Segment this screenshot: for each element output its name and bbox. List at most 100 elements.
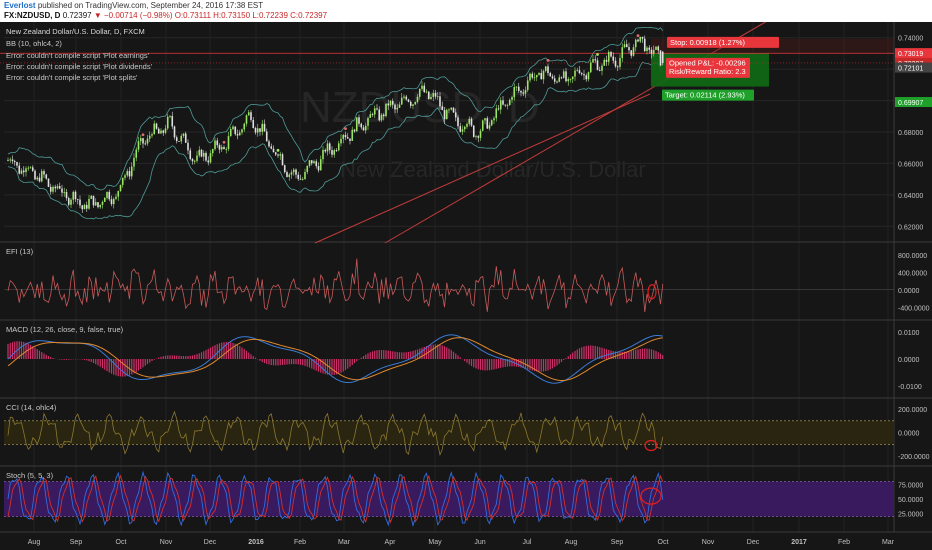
stoch-tick: 75.0000: [898, 483, 923, 490]
candle-body: [587, 72, 590, 80]
candle-body: [484, 118, 486, 121]
candle-body: [403, 96, 405, 98]
candle-body: [79, 199, 81, 206]
candle-body: [223, 147, 225, 150]
candle-body: [70, 199, 72, 205]
symbol-label: FX:NZDUSD, D: [4, 11, 61, 20]
candle-body: [115, 196, 117, 199]
candle-body: [598, 69, 601, 71]
candle-body: [504, 104, 507, 106]
candle-body: [340, 138, 342, 144]
candle-body: [448, 109, 450, 111]
candle-body: [38, 177, 41, 182]
candle-body: [520, 90, 522, 93]
candles: [7, 35, 664, 213]
candle-body: [353, 129, 356, 132]
macd-tick: -0.0100: [898, 384, 922, 391]
candle-body: [128, 171, 131, 177]
publish-info: Everlost published on TradingView.com, S…: [4, 1, 263, 10]
candle-body: [439, 96, 441, 107]
candle-body: [506, 105, 509, 106]
candle-body: [173, 126, 176, 138]
candle-body: [112, 198, 115, 205]
candle-body: [202, 152, 205, 157]
candle-body: [261, 123, 264, 132]
candle-body: [367, 117, 369, 126]
candle-body: [551, 76, 554, 79]
candle-body: [166, 116, 169, 129]
candle-body: [126, 171, 129, 176]
candle-body: [346, 137, 349, 139]
candle-body: [63, 192, 66, 193]
candle-body: [16, 162, 18, 166]
candle-body: [106, 191, 108, 198]
candle-body: [351, 129, 354, 141]
price-marker-label: 0.73019: [898, 51, 923, 58]
candle-body: [414, 101, 417, 105]
candle-body: [344, 135, 347, 138]
candle-body: [83, 204, 86, 210]
pivot-marker: [276, 148, 280, 152]
price-marker-box: [895, 62, 932, 73]
candle-body: [328, 143, 331, 151]
candle-body: [218, 145, 221, 150]
candle-body: [117, 190, 120, 197]
macd-signal-line: [7, 337, 663, 381]
candle-body: [317, 166, 320, 171]
price-axis: 0.740000.720000.700000.680000.660000.640…: [895, 36, 932, 231]
candle-body: [139, 138, 142, 142]
candle-body: [610, 51, 612, 57]
candle-body: [389, 101, 392, 106]
candle-body: [457, 117, 459, 127]
legend-bb: BB (10, ohlc4, 2): [6, 39, 62, 48]
candle-body: [157, 128, 160, 134]
candle-body: [605, 59, 608, 62]
candle-body: [556, 81, 558, 83]
author-link[interactable]: Everlost: [4, 1, 36, 10]
candle-body: [313, 161, 315, 164]
candle-body: [299, 178, 302, 180]
candle-body: [236, 134, 239, 136]
efi-label: EFI (13): [6, 247, 34, 256]
candle-body: [376, 108, 378, 110]
trendline-1: [314, 93, 651, 244]
price-tick: 0.66000: [898, 161, 923, 168]
candle-body: [355, 117, 358, 132]
candle-body: [524, 90, 527, 94]
candle-body: [396, 107, 399, 110]
close-value: C:0.72397: [290, 11, 328, 20]
pivot-marker: [222, 140, 226, 144]
candle-body: [585, 75, 588, 80]
time-tick: Aug: [565, 539, 578, 546]
candle-body: [315, 161, 318, 167]
time-tick: Feb: [838, 539, 850, 546]
candle-body: [281, 154, 284, 166]
candle-body: [160, 130, 162, 134]
efi-tick: 800.0000: [898, 253, 927, 260]
candle-body: [130, 166, 133, 177]
candle-body: [412, 104, 414, 106]
candle-body: [479, 130, 482, 138]
candle-body: [11, 159, 14, 162]
candle-body: [583, 74, 585, 76]
candle-body: [108, 191, 111, 200]
candle-body: [247, 112, 250, 116]
candle-body: [475, 136, 477, 137]
time-tick: Sep: [611, 539, 624, 546]
candle-body: [169, 115, 171, 117]
pivot-marker: [636, 34, 640, 38]
time-tick: Jul: [523, 539, 532, 546]
candle-body: [637, 39, 639, 42]
candle-body: [263, 123, 266, 132]
candle-body: [310, 160, 313, 164]
candle-body: [337, 143, 340, 151]
time-tick: May: [428, 539, 442, 546]
candle-body: [508, 99, 511, 106]
candle-body: [391, 101, 394, 105]
candle-body: [7, 160, 9, 162]
chart-area[interactable]: NZDUSD, D New Zealand Dollar/U.S. Dollar S…: [0, 22, 932, 550]
legend: New Zealand Dollar/U.S. Dollar, D, FXCM B…: [6, 27, 153, 82]
candle-body: [380, 114, 383, 121]
candle-body: [461, 129, 464, 132]
